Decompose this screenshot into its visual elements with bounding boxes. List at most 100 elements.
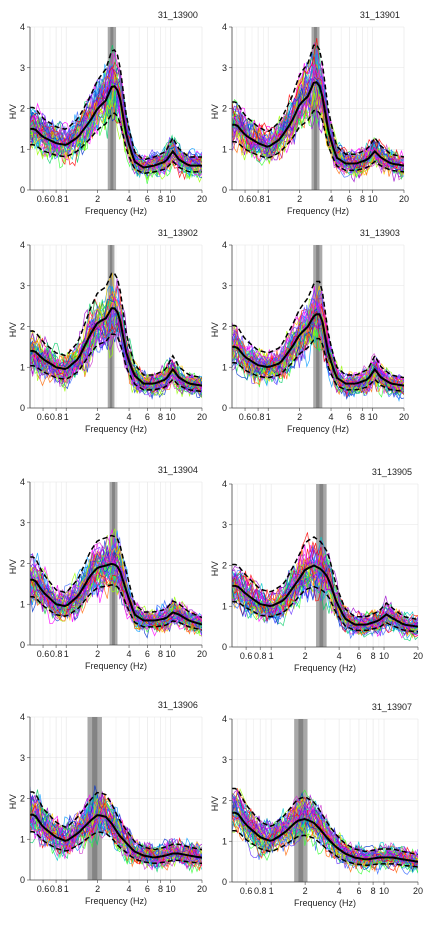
x-tick-label: 6 [145, 884, 150, 894]
y-axis-title: H/V [8, 104, 18, 119]
x-tick-label: 8 [371, 886, 376, 896]
x-tick-label: 1 [64, 412, 69, 422]
x-tick-label: 8 [371, 651, 376, 661]
std-upper-curve [30, 534, 202, 619]
x-tick-label: 10 [368, 194, 378, 204]
x-tick-label: 4 [337, 886, 342, 896]
y-tick-label: 1 [222, 601, 227, 611]
mean-curve [30, 813, 202, 859]
window-curve [30, 555, 202, 622]
window-curve [30, 565, 202, 631]
panel-title: 31_13902 [158, 228, 198, 238]
x-tick-label: 2 [303, 651, 308, 661]
x-tick-label: 20 [413, 886, 423, 896]
panel-title: 31_13901 [360, 10, 400, 20]
window-curve [232, 317, 404, 394]
peak-band-core [314, 27, 317, 190]
x-tick-label: 1 [64, 884, 69, 894]
window-curve [30, 808, 202, 863]
window-curve [232, 294, 404, 396]
std-upper-curve [232, 280, 404, 379]
x-tick-label: 10 [368, 412, 378, 422]
y-axis-title: H/V [8, 322, 18, 337]
y-tick-label: 2 [222, 104, 227, 114]
x-tick-label: 1 [266, 194, 271, 204]
x-tick-label: 1 [64, 649, 69, 659]
y-tick-label: 0 [222, 877, 227, 887]
x-tick-label: 4 [337, 651, 342, 661]
x-tick-label: 6 [356, 651, 361, 661]
x-tick-label: 2 [95, 412, 100, 422]
x-tick-label: 10 [379, 886, 389, 896]
x-tick-label: 8 [158, 649, 163, 659]
peak-band-core [92, 717, 98, 880]
mean-curve [30, 562, 202, 626]
std-lower-curve [30, 584, 202, 631]
panel-title: 31_13905 [372, 467, 412, 477]
x-tick-label: 2 [297, 412, 302, 422]
x-tick-label: 0.6 [239, 194, 252, 204]
y-tick-label: 4 [20, 712, 25, 722]
window-curve [30, 797, 202, 865]
std-lower-curve [30, 112, 202, 175]
x-tick-label: 0.8 [254, 886, 267, 896]
y-tick-label: 3 [20, 281, 25, 291]
window-curve [30, 52, 202, 169]
x-tick-label: 10 [166, 884, 176, 894]
y-tick-label: 4 [20, 240, 25, 250]
window-curve [30, 543, 202, 627]
y-tick-label: 0 [20, 640, 25, 650]
y-tick-label: 4 [222, 714, 227, 724]
x-tick-label: 4 [127, 194, 132, 204]
x-tick-label: 6 [145, 194, 150, 204]
x-axis-title: Frequency (Hz) [294, 898, 356, 908]
x-tick-label: 0.8 [254, 651, 267, 661]
std-upper-curve [232, 536, 418, 621]
window-curve [232, 545, 418, 633]
x-tick-label: 4 [329, 412, 334, 422]
x-tick-label: 0.6 [37, 412, 50, 422]
x-tick-label: 20 [399, 194, 409, 204]
y-tick-label: 3 [20, 518, 25, 528]
y-tick-label: 0 [222, 185, 227, 195]
window-curve [232, 307, 404, 398]
y-tick-label: 1 [20, 362, 25, 372]
window-curve [232, 69, 404, 172]
x-tick-label: 20 [197, 649, 207, 659]
panel-title: 31_13900 [158, 10, 198, 20]
x-tick-label: 6 [356, 886, 361, 896]
x-tick-label: 0.8 [252, 194, 265, 204]
y-tick-label: 0 [222, 403, 227, 413]
x-tick-label: 6 [145, 412, 150, 422]
y-axis-title: H/V [210, 322, 220, 337]
x-tick-label: 0.8 [50, 884, 63, 894]
y-tick-label: 3 [222, 520, 227, 530]
y-tick-label: 3 [20, 63, 25, 73]
y-tick-label: 2 [222, 561, 227, 571]
y-tick-label: 0 [20, 403, 25, 413]
x-tick-label: 6 [145, 649, 150, 659]
y-tick-label: 2 [222, 322, 227, 332]
x-tick-label: 0.8 [252, 412, 265, 422]
y-tick-label: 2 [20, 322, 25, 332]
std-upper-curve [30, 49, 202, 161]
window-curve [30, 551, 202, 627]
x-tick-label: 2 [297, 194, 302, 204]
x-tick-label: 0.6 [37, 194, 50, 204]
mean-curve [232, 313, 404, 387]
window-curve [30, 67, 202, 171]
x-axis-title: Frequency (Hz) [85, 896, 147, 906]
std-lower-curve [30, 830, 202, 865]
x-tick-label: 1 [269, 651, 274, 661]
window-curve [30, 794, 202, 863]
x-tick-label: 2 [303, 886, 308, 896]
y-tick-label: 1 [222, 836, 227, 846]
x-tick-label: 20 [197, 412, 207, 422]
x-tick-label: 0.6 [37, 649, 50, 659]
x-tick-label: 6 [347, 194, 352, 204]
window-curve [30, 297, 202, 390]
y-tick-label: 1 [222, 144, 227, 154]
window-curve [30, 561, 202, 636]
